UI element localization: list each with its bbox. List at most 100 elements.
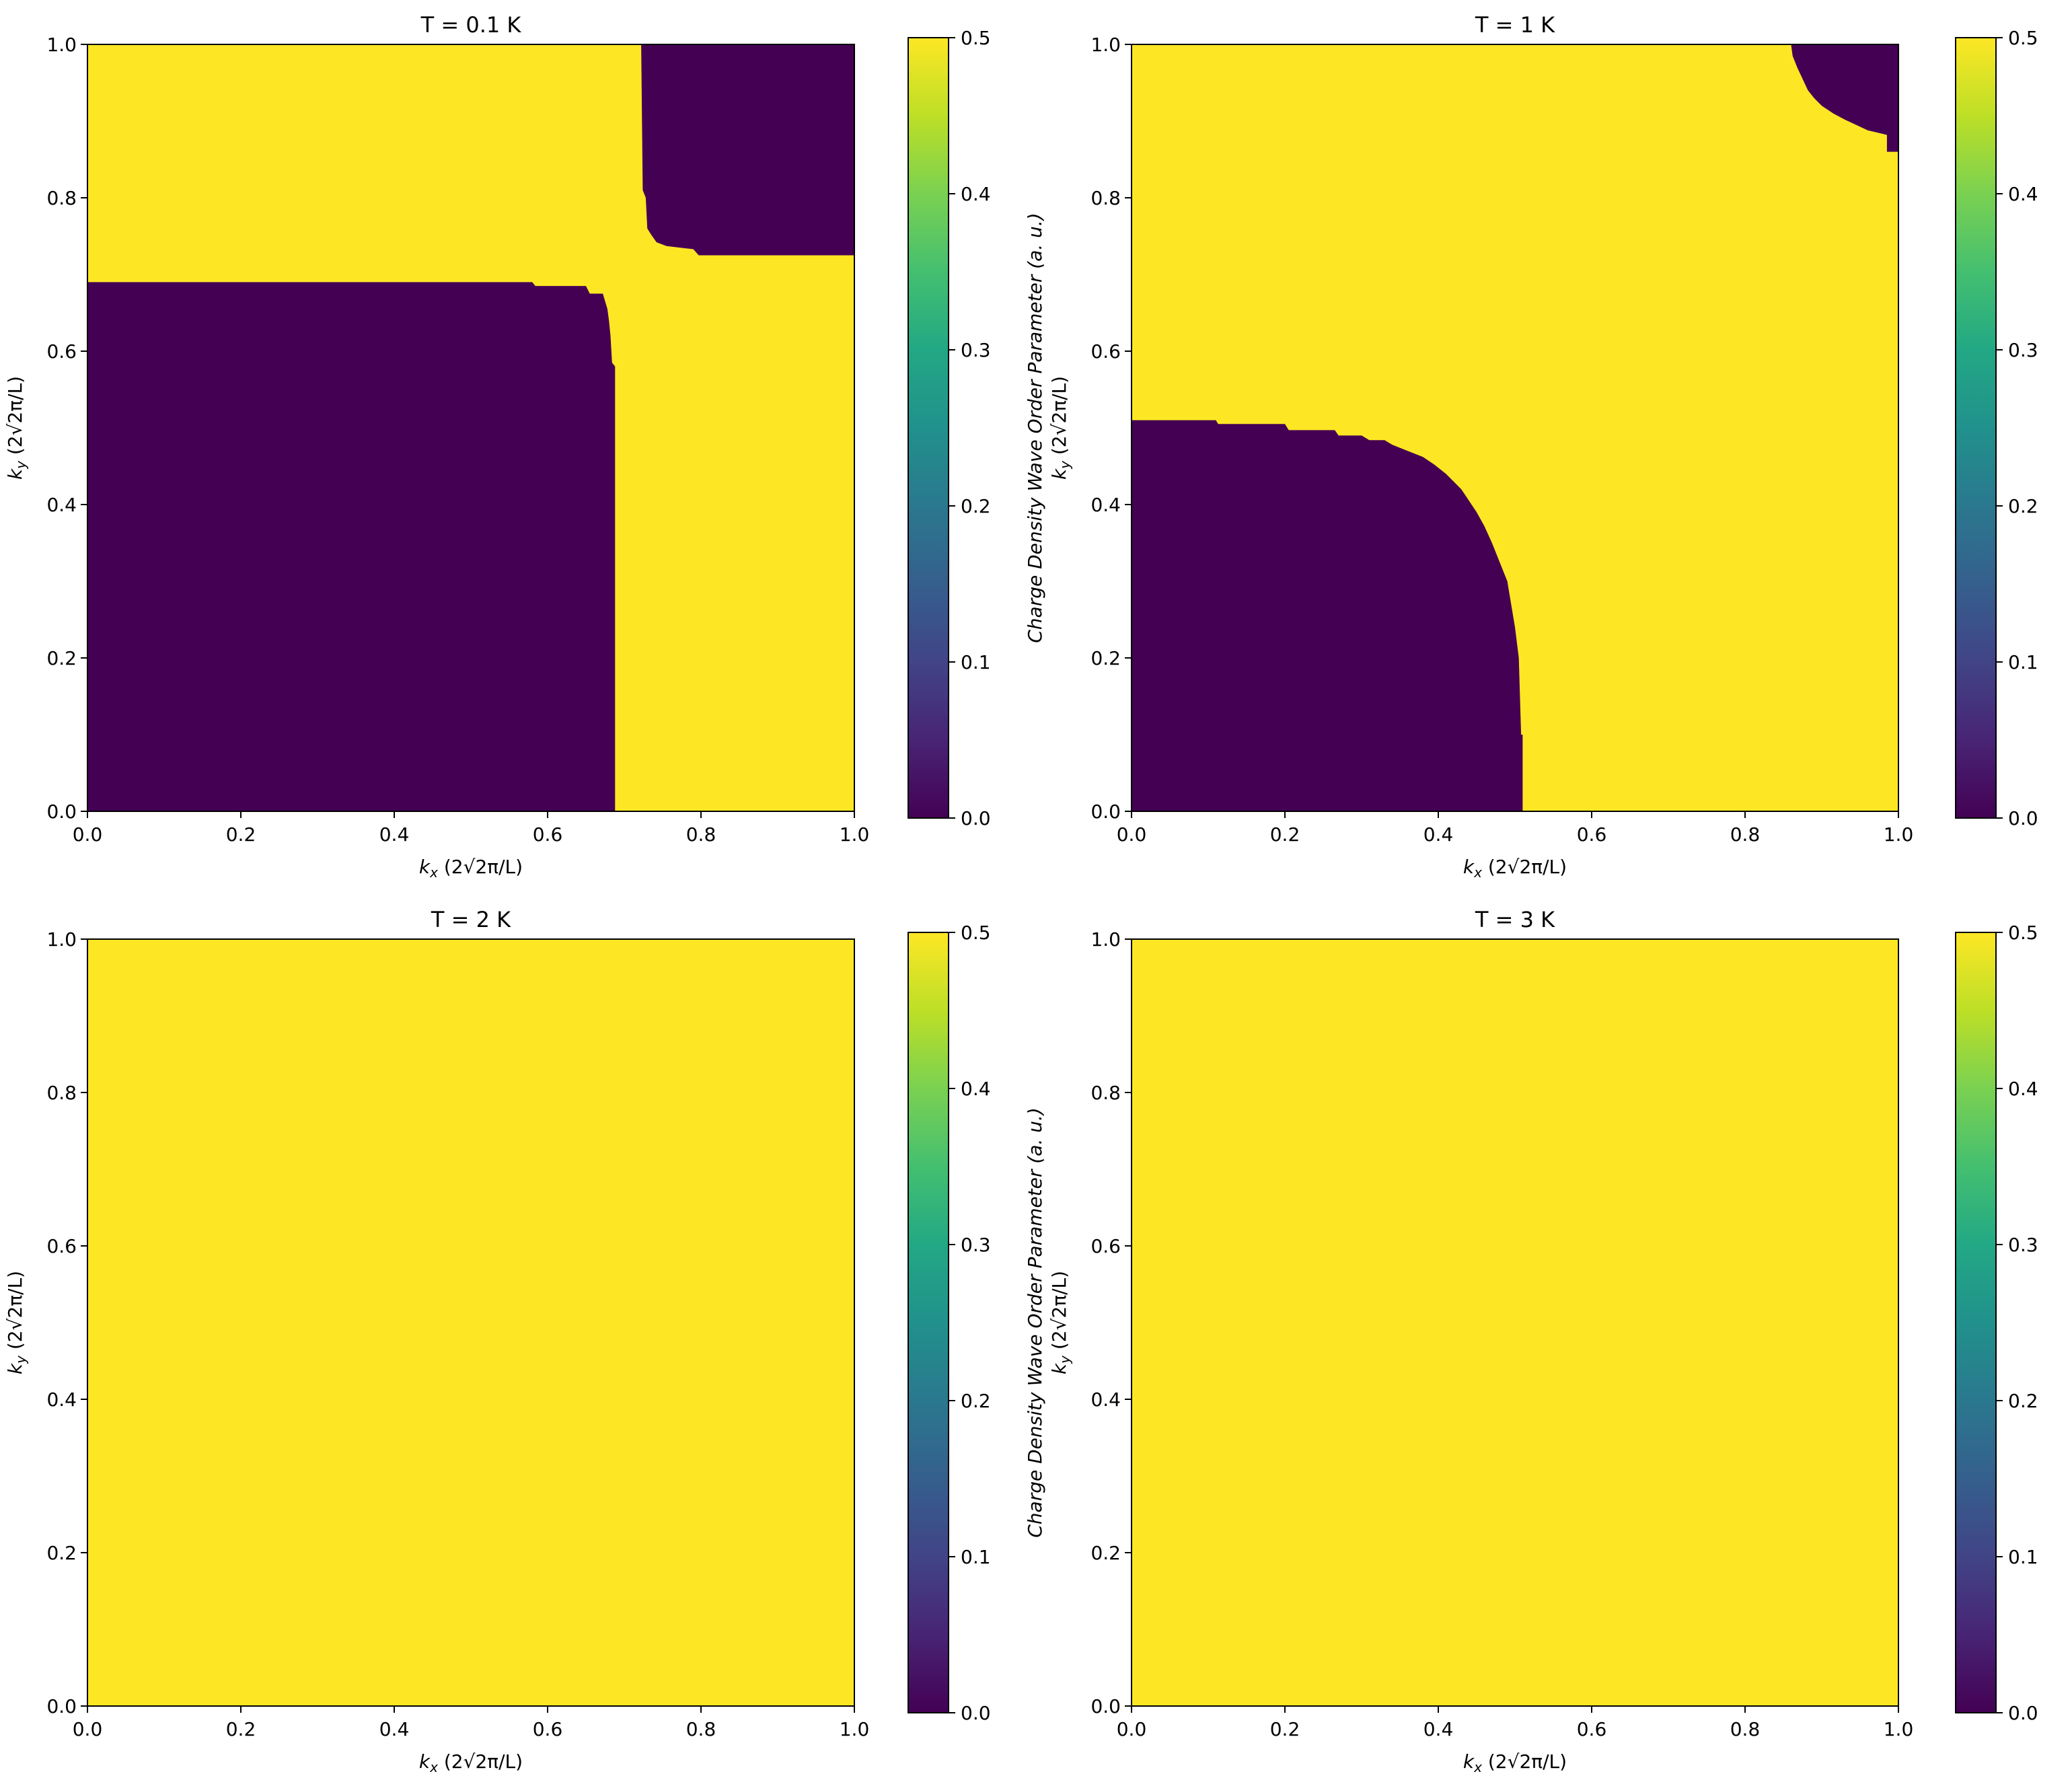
x-tick-label: 1.0 <box>840 823 870 846</box>
y-tick-label: 0.4 <box>46 1389 77 1411</box>
colorbar-tick-label: 0.0 <box>2008 807 2038 829</box>
colorbar-tick-label: 0.3 <box>961 1234 991 1256</box>
y-axis-label: ky (2√2π/L) <box>1048 376 1073 480</box>
colorbar-gradient <box>908 38 949 818</box>
y-tick-label: 1.0 <box>46 928 77 951</box>
y-tick-label: 0.6 <box>1090 1235 1121 1257</box>
y-tick-label: 1.0 <box>1090 34 1121 56</box>
y-tick-label: 0.0 <box>46 801 77 823</box>
colorbar-tick-label: 0.3 <box>2008 339 2038 361</box>
colorbar-tick-label: 0.5 <box>2008 27 2038 49</box>
colorbar-tick-label: 0.1 <box>961 1546 991 1568</box>
colorbar-tick-label: 0.2 <box>961 1390 991 1412</box>
y-tick-label: 0.6 <box>46 1235 77 1257</box>
colorbar-label: Charge Density Wave Order Parameter (a. … <box>1024 1107 1046 1537</box>
x-tick-label: 1.0 <box>1884 1718 1914 1740</box>
y-axis-label: ky (2√2π/L) <box>1048 1271 1073 1374</box>
x-tick-label: 0.8 <box>686 823 716 846</box>
y-tick-label: 0.4 <box>46 494 77 516</box>
colorbar-gradient <box>1956 38 1996 818</box>
x-axis-label: kx (2√2π/L) <box>1463 856 1567 881</box>
y-tick-label: 0.8 <box>46 187 77 209</box>
panel-1: T = 0.1 K 0.0 0.2 0.4 0.6 0.8 1.0 0.0 0.2 0.4 0.6 0… <box>4 12 1046 881</box>
y-axis-label: ky (2√2π/L) <box>4 1271 29 1374</box>
colorbar-tick-label: 0.4 <box>961 183 991 205</box>
y-tick-label: 0.2 <box>1090 647 1121 669</box>
colorbar-tick-label: 0.1 <box>2008 1546 2038 1568</box>
colorbar-frame <box>908 932 949 1713</box>
x-tick-label: 0.2 <box>226 823 256 846</box>
heatmap-region-1 <box>1132 420 1523 811</box>
y-tick-label: 0.8 <box>1090 187 1121 209</box>
y-tick-label: 0.8 <box>46 1082 77 1104</box>
colorbar-tick-label: 0.1 <box>961 651 991 673</box>
x-tick-label: 0.8 <box>1730 823 1761 846</box>
x-tick-label: 0.6 <box>1577 823 1607 846</box>
colorbar-tick-label: 0.2 <box>961 495 991 517</box>
chart-title: T = 0.1 K <box>420 12 522 38</box>
colorbar-frame <box>1955 37 1997 819</box>
x-tick-label: 0.0 <box>73 823 103 846</box>
colorbar-tick-label: 0.5 <box>2008 922 2038 944</box>
x-tick-label: 1.0 <box>1884 823 1914 846</box>
x-tick-label: 0.4 <box>1423 823 1454 846</box>
y-tick-label: 0.0 <box>1090 801 1121 823</box>
plot-frame <box>87 938 855 1707</box>
x-tick-label: 0.6 <box>1577 1718 1607 1740</box>
y-tick-label: 0.0 <box>46 1695 77 1717</box>
colorbar-tick-label: 0.4 <box>2008 1078 2038 1100</box>
y-tick-label: 0.2 <box>46 1542 77 1564</box>
y-tick-label: 0.4 <box>1090 494 1121 516</box>
colorbar-label: Charge Density Wave Order Parameter (a. … <box>1024 213 1046 642</box>
heatmap-background <box>1132 939 1898 1706</box>
colorbar-tick-label: 0.2 <box>2008 1390 2038 1412</box>
x-tick-label: 0.2 <box>1270 1718 1300 1740</box>
heatmap-region-1 <box>87 282 616 811</box>
plot-frame <box>1131 938 1899 1707</box>
colorbar-tick-label: 0.1 <box>2008 651 2038 673</box>
colorbar-tick-label: 0.4 <box>961 1078 991 1100</box>
y-tick-label: 0.2 <box>1090 1542 1121 1564</box>
x-tick-label: 0.2 <box>1270 823 1300 846</box>
colorbar-tick-label: 0.4 <box>2008 183 2038 205</box>
y-tick-label: 0.4 <box>1090 1389 1121 1411</box>
colorbar-tick-label: 0.3 <box>961 339 991 361</box>
panel-3: T = 2 K 0.0 0.2 0.4 0.6 0.8 1.0 0.0 0.2 0.4 0.6 0.8… <box>4 907 1046 1775</box>
x-tick-label: 0.4 <box>379 823 410 846</box>
panel-2: T = 1 K 0.0 0.2 0.4 0.6 0.8 1.0 0.0 0.2 0.4 0.6 0.8… <box>1048 12 2072 881</box>
y-axis-label: ky (2√2π/L) <box>4 376 29 480</box>
colorbar-frame <box>1955 932 1997 1713</box>
y-tick-label: 0.2 <box>46 647 77 669</box>
y-tick-label: 1.0 <box>46 34 77 56</box>
colorbar-tick-label: 0.5 <box>961 27 991 49</box>
y-tick-label: 0.6 <box>46 340 77 363</box>
plot-frame <box>1131 44 1899 812</box>
x-tick-label: 0.6 <box>533 823 563 846</box>
colorbar-tick-label: 0.0 <box>961 1702 991 1724</box>
x-tick-label: 0.8 <box>686 1718 716 1740</box>
heatmap-region-2 <box>641 44 854 256</box>
y-tick-label: 0.8 <box>1090 1082 1121 1104</box>
colorbar-tick-label: 0.3 <box>2008 1234 2038 1256</box>
x-tick-label: 0.0 <box>1117 823 1147 846</box>
heatmap-region-2 <box>1791 44 1898 152</box>
chart-title: T = 3 K <box>1475 907 1555 932</box>
x-tick-label: 1.0 <box>840 1718 870 1740</box>
x-tick-label: 0.4 <box>379 1718 410 1740</box>
y-tick-label: 0.6 <box>1090 340 1121 363</box>
heatmap-background <box>87 939 854 1706</box>
colorbar-gradient <box>908 932 949 1713</box>
colorbar-frame <box>908 37 949 819</box>
plot-frame <box>87 44 855 812</box>
x-tick-label: 0.2 <box>226 1718 256 1740</box>
x-tick-label: 0.4 <box>1423 1718 1454 1740</box>
colorbar-gradient <box>1956 932 1996 1713</box>
x-tick-label: 0.6 <box>533 1718 563 1740</box>
colorbar-tick-label: 0.5 <box>961 922 991 944</box>
x-axis-label: kx (2√2π/L) <box>419 856 523 881</box>
x-tick-label: 0.0 <box>1117 1718 1147 1740</box>
